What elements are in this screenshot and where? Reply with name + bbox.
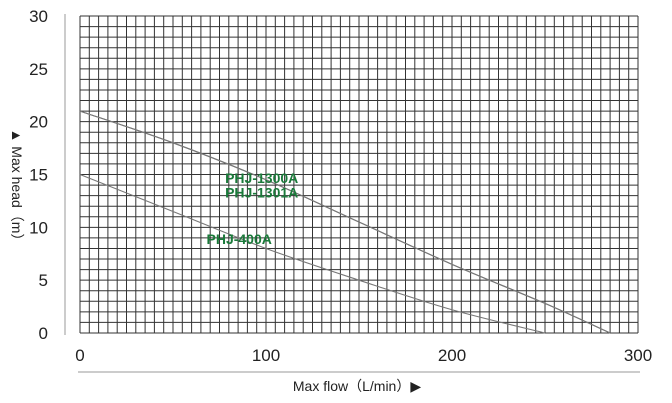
x-axis-title: Max flow（L/min）▶	[293, 378, 421, 394]
y-tick-label: 0	[39, 324, 48, 343]
y-tick-label: 5	[39, 271, 48, 290]
y-tick-label: 20	[29, 113, 48, 132]
curve-phj-400a	[79, 173, 546, 334]
y-tick-label: 25	[29, 60, 48, 79]
series-label-phj-1300a: PHJ-1300A	[225, 170, 298, 186]
grid	[79, 15, 639, 334]
y-tick-label: 15	[29, 166, 48, 185]
series-label-phj-400a: PHJ-400A	[207, 231, 272, 247]
y-axis-title: ▲ Max head（m）	[9, 129, 25, 248]
x-tick-label: 300	[624, 346, 652, 365]
curves	[79, 110, 611, 334]
axes	[64, 14, 640, 373]
curve-phj-1300a	[79, 110, 611, 334]
x-tick-label: 100	[252, 346, 280, 365]
y-tick-label: 30	[29, 7, 48, 26]
x-tick-label: 0	[75, 346, 84, 365]
series-label-phj-1301a: PHJ-1301A	[225, 185, 298, 201]
curve-phj-1301a	[79, 110, 611, 334]
y-tick-label: 10	[29, 218, 48, 237]
x-tick-label: 200	[438, 346, 466, 365]
